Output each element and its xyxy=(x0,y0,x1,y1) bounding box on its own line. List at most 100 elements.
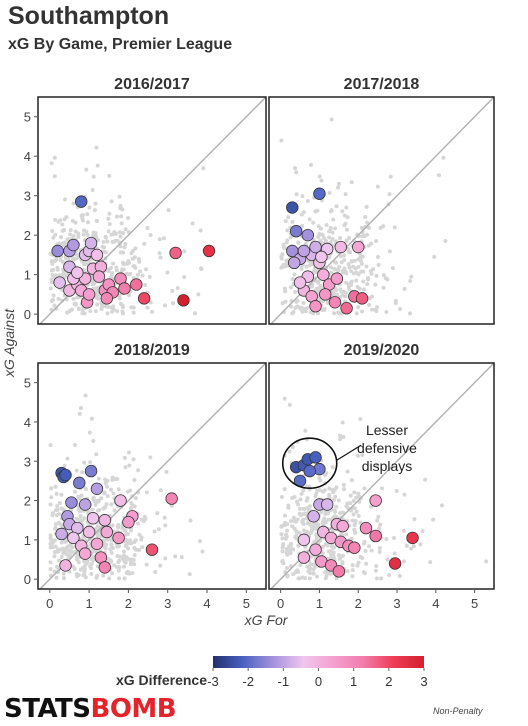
background-point xyxy=(71,564,76,569)
background-point xyxy=(48,560,53,565)
y-tick-label: 5 xyxy=(24,376,31,391)
background-point xyxy=(85,212,90,217)
data-point xyxy=(293,276,307,289)
background-point xyxy=(120,305,125,310)
background-point xyxy=(59,554,64,559)
background-point xyxy=(287,544,292,549)
background-point xyxy=(119,221,124,226)
data-point xyxy=(202,244,216,258)
background-point xyxy=(91,439,96,444)
background-point xyxy=(131,310,136,315)
annotation-text: displays xyxy=(362,458,413,474)
data-point xyxy=(75,195,88,208)
background-point xyxy=(156,527,161,532)
data-point xyxy=(369,494,382,507)
background-point xyxy=(423,477,428,482)
background-point xyxy=(58,235,63,240)
background-point xyxy=(140,545,145,550)
background-point xyxy=(89,571,94,576)
background-point xyxy=(108,547,113,552)
background-point xyxy=(109,199,114,204)
background-point xyxy=(57,512,62,517)
background-point xyxy=(94,234,99,239)
background-point xyxy=(353,530,358,535)
background-point xyxy=(95,302,100,307)
background-point xyxy=(90,507,95,512)
data-point xyxy=(340,302,353,315)
background-point xyxy=(374,564,379,569)
reference-line xyxy=(270,362,495,590)
background-point xyxy=(356,257,361,262)
background-point xyxy=(188,518,193,523)
background-point xyxy=(304,529,309,534)
background-point xyxy=(356,272,361,277)
background-point xyxy=(120,311,125,316)
background-point xyxy=(367,302,372,307)
background-point xyxy=(288,235,293,240)
background-point xyxy=(95,533,100,538)
background-point xyxy=(331,290,336,295)
background-point xyxy=(352,258,357,263)
background-point xyxy=(282,286,287,291)
data-point xyxy=(348,541,361,554)
background-point xyxy=(388,174,393,179)
background-point xyxy=(365,232,370,237)
background-point xyxy=(331,545,336,550)
background-point xyxy=(182,249,187,254)
data-point xyxy=(286,201,299,214)
background-point xyxy=(82,559,87,564)
background-point xyxy=(163,523,168,528)
background-point xyxy=(52,569,57,574)
background-point xyxy=(299,491,304,496)
background-point xyxy=(95,289,100,294)
background-point xyxy=(311,571,316,576)
background-point xyxy=(166,208,171,213)
background-point xyxy=(279,494,284,499)
background-point xyxy=(294,192,299,197)
background-point xyxy=(356,305,361,310)
background-point xyxy=(122,245,127,250)
background-point xyxy=(290,524,295,529)
background-point xyxy=(364,561,369,566)
legend-tick-label: 0 xyxy=(315,674,322,689)
data-point xyxy=(289,225,303,238)
x-tick-label: 4 xyxy=(203,596,210,611)
background-point xyxy=(78,514,83,519)
background-point xyxy=(198,228,203,233)
background-point xyxy=(123,465,128,470)
background-point xyxy=(163,556,168,561)
background-point xyxy=(95,163,100,168)
background-point xyxy=(314,574,319,579)
background-point xyxy=(297,576,302,581)
background-point xyxy=(293,289,298,294)
background-point xyxy=(376,514,381,519)
background-point xyxy=(316,235,321,240)
background-point xyxy=(315,489,320,494)
background-point xyxy=(132,553,137,558)
background-point xyxy=(348,250,353,255)
data-point xyxy=(122,515,135,529)
footnote-non-penalty: Non-Penalty xyxy=(433,706,483,716)
background-point xyxy=(138,269,143,274)
data-point xyxy=(317,268,330,281)
background-point xyxy=(112,508,117,513)
background-point xyxy=(75,295,80,300)
background-point xyxy=(53,232,58,237)
background-point xyxy=(436,173,441,178)
background-point xyxy=(341,482,346,487)
y-tick-label: 4 xyxy=(24,149,31,164)
data-point xyxy=(114,494,127,507)
x-tick-label: 1 xyxy=(316,596,323,611)
background-point xyxy=(308,162,313,167)
background-point xyxy=(52,155,57,160)
background-point xyxy=(309,554,314,559)
background-point xyxy=(298,497,303,502)
background-point xyxy=(123,242,128,247)
background-point xyxy=(91,495,96,500)
background-point xyxy=(342,487,347,492)
background-point xyxy=(327,229,332,234)
background-point xyxy=(338,254,343,259)
background-point xyxy=(53,544,58,549)
data-point xyxy=(82,288,96,301)
background-point xyxy=(143,267,148,272)
